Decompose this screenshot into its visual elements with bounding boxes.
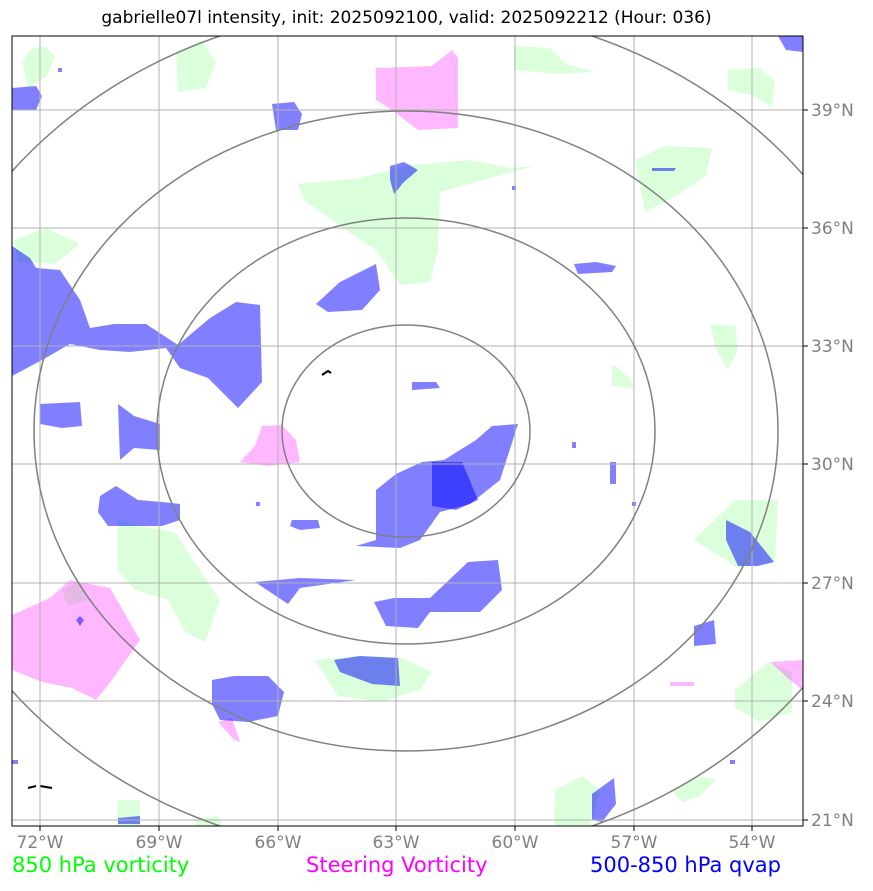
lon-tick-label: 57°W — [611, 833, 658, 853]
lat-tick-labels: 39°N 36°N 33°N 30°N 27°N 24°N 21°N — [811, 101, 854, 831]
lat-tick-label: 39°N — [811, 101, 854, 121]
map-frame — [11, 35, 804, 827]
lat-tick-label: 21°N — [811, 811, 854, 831]
lon-tick-label: 69°W — [136, 833, 183, 853]
lon-tick-labels: 72°W 69°W 66°W 63°W 60°W 57°W 54°W — [17, 833, 776, 853]
lon-tick-label: 54°W — [729, 833, 776, 853]
lat-tick-label: 33°N — [811, 337, 854, 357]
lon-tick-label: 63°W — [373, 833, 420, 853]
lat-tick-label: 30°N — [811, 455, 854, 475]
lon-tick-label: 72°W — [17, 833, 64, 853]
x-axis-ticks — [39, 826, 753, 831]
y-axis-ticks — [803, 109, 808, 821]
qvap-layer — [12, 36, 803, 824]
legend-qvap: 500-850 hPa qvap — [590, 853, 781, 877]
lon-tick-label: 66°W — [255, 833, 302, 853]
range-rings — [12, 36, 803, 826]
lat-tick-label: 27°N — [811, 574, 854, 594]
legend-steering-vorticity: Steering Vorticity — [306, 853, 488, 877]
map-title: gabrielle07l intensity, init: 2025092100… — [101, 8, 712, 28]
coastline — [27, 369, 332, 789]
legend-850-vorticity: 850 hPa vorticity — [12, 853, 190, 877]
graticule — [12, 36, 803, 826]
lon-tick-label: 60°W — [492, 833, 539, 853]
range-ring-2 — [156, 217, 656, 645]
lat-tick-label: 36°N — [811, 219, 854, 239]
lat-tick-label: 24°N — [811, 692, 854, 712]
range-ring-3 — [33, 110, 779, 752]
range-ring-1 — [281, 324, 531, 538]
